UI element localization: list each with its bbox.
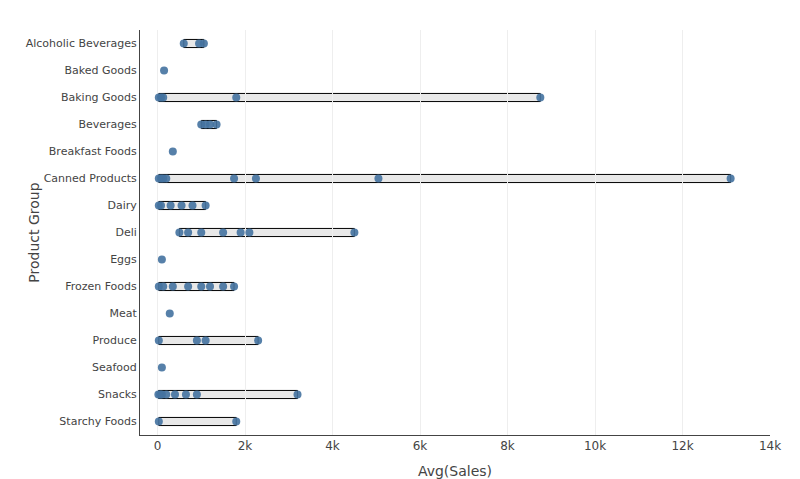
svg-text:0: 0 [154, 439, 162, 453]
svg-text:Eggs: Eggs [110, 253, 137, 266]
svg-text:Beverages: Beverages [78, 118, 137, 131]
svg-text:10k: 10k [584, 439, 606, 453]
svg-text:Canned Products: Canned Products [44, 172, 137, 185]
svg-text:Alcoholic Beverages: Alcoholic Beverages [26, 37, 137, 50]
svg-text:Avg(Sales): Avg(Sales) [418, 463, 492, 479]
svg-text:14k: 14k [759, 439, 781, 453]
svg-text:8k: 8k [500, 439, 515, 453]
svg-text:Product Group: Product Group [26, 182, 42, 282]
svg-text:2k: 2k [238, 439, 253, 453]
svg-text:Produce: Produce [93, 334, 137, 347]
svg-text:Starchy Foods: Starchy Foods [59, 415, 137, 428]
svg-text:Frozen Foods: Frozen Foods [65, 280, 137, 293]
svg-text:Deli: Deli [115, 226, 136, 239]
svg-text:Meat: Meat [109, 307, 137, 320]
svg-text:Baking Goods: Baking Goods [61, 91, 137, 104]
svg-text:6k: 6k [413, 439, 428, 453]
svg-text:Snacks: Snacks [98, 388, 137, 401]
svg-text:Breakfast Foods: Breakfast Foods [49, 145, 137, 158]
svg-text:Seafood: Seafood [92, 361, 137, 374]
svg-text:4k: 4k [325, 439, 340, 453]
svg-text:Baked Goods: Baked Goods [65, 64, 137, 77]
svg-text:Dairy: Dairy [107, 199, 137, 212]
svg-text:12k: 12k [671, 439, 693, 453]
